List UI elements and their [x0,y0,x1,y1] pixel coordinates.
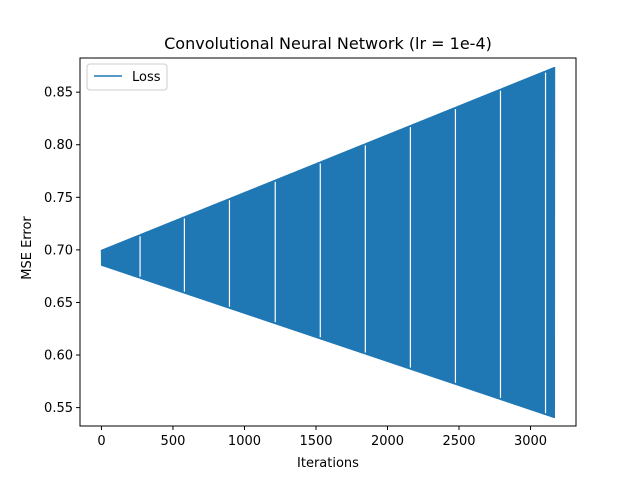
y-axis-ticks: 0.55 0.60 0.65 0.70 0.75 0.80 0.85 [44,86,80,416]
y-tick-label: 0.60 [44,349,73,364]
legend-box [86,63,168,91]
y-tick-label: 0.65 [44,296,73,311]
x-tick-label: 2500 [442,434,475,449]
y-tick-label: 0.75 [44,191,73,206]
x-axis-ticks: 0 500 1000 1500 2000 2500 3000 [97,426,547,449]
x-tick-label: 0 [97,434,105,449]
x-tick-label: 2000 [371,434,404,449]
y-tick-label: 0.80 [44,138,73,153]
legend-label-loss: Loss [132,70,161,85]
series-line-loss [100,66,556,419]
y-tick-label: 0.55 [44,401,73,416]
chart-title: Convolutional Neural Network (lr = 1e-4) [164,34,492,53]
legend: Loss [86,63,168,91]
x-tick-label: 500 [161,434,186,449]
x-tick-label: 3000 [514,434,547,449]
y-axis-label: MSE Error [20,216,35,280]
x-axis-label: Iterations [297,456,359,471]
x-tick-label: 1000 [228,434,261,449]
axes-frame [79,57,577,427]
y-tick-label: 0.85 [44,86,73,101]
y-tick-label: 0.70 [44,243,73,258]
plot-area [100,66,556,419]
x-tick-label: 1500 [299,434,332,449]
